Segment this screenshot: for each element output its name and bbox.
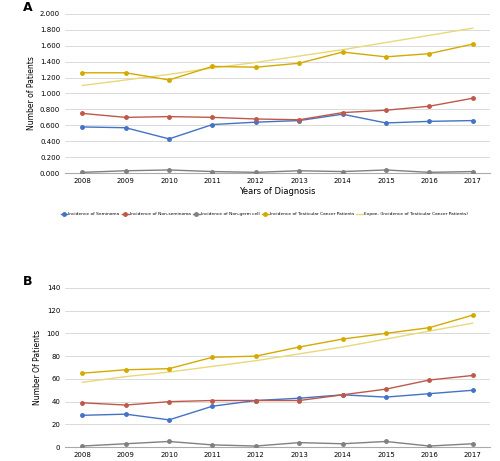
Y-axis label: Number Of Patients: Number Of Patients: [34, 330, 42, 405]
Legend: Incidence of Seminoma, Incidence of Non-seminoma, Incidence of Non-germ cell, In: Incidence of Seminoma, Incidence of Non-…: [58, 210, 470, 218]
Text: A: A: [22, 1, 32, 14]
X-axis label: Years of Diagnosis: Years of Diagnosis: [240, 187, 316, 196]
Text: B: B: [22, 275, 32, 288]
Y-axis label: Number of Patients: Number of Patients: [26, 57, 36, 130]
